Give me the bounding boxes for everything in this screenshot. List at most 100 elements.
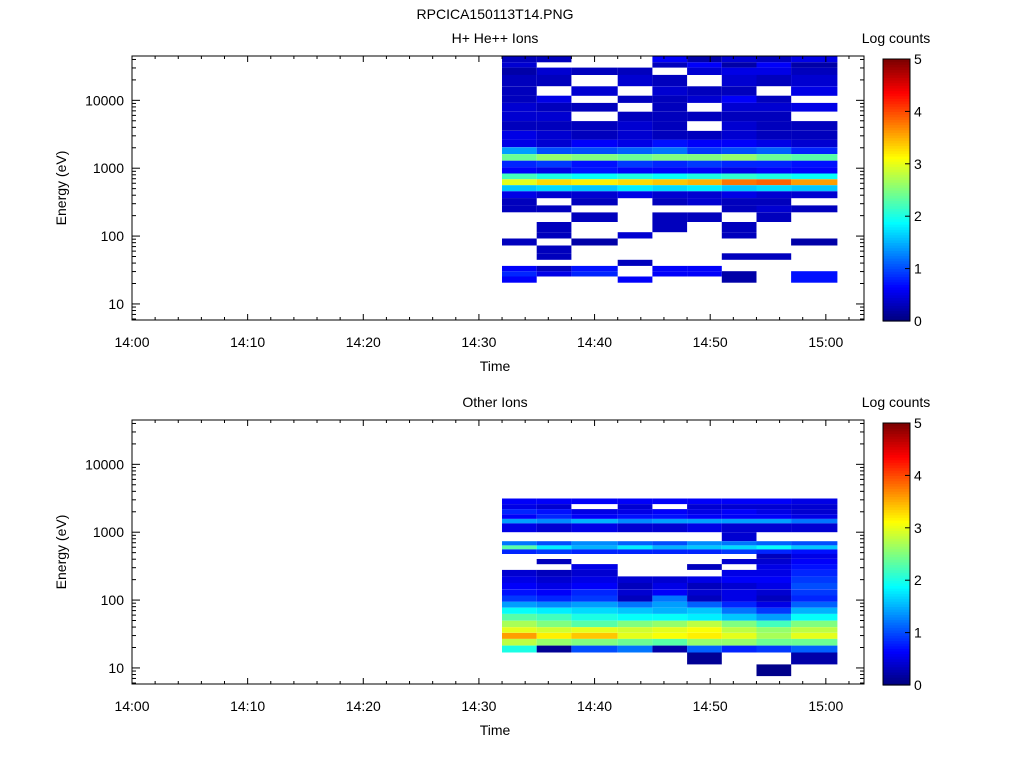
heatmap-cell (687, 613, 722, 621)
heatmap-cell (617, 276, 653, 283)
heatmap-cell (571, 645, 618, 653)
colorbar-swatch (883, 87, 910, 92)
heatmap-cell (502, 130, 537, 140)
colorbar-swatch (883, 313, 910, 317)
heatmap-cell (617, 541, 653, 546)
colorbar-tick-label: 2 (914, 208, 922, 224)
colorbar-swatch (883, 119, 910, 123)
colorbar-swatch (883, 163, 910, 168)
colorbar-swatch (883, 611, 910, 615)
colorbar-swatch (883, 69, 910, 73)
colorbar-swatch (883, 276, 910, 280)
colorbar-swatch (883, 451, 910, 456)
heatmap-cell (502, 504, 537, 510)
heatmap-cell (571, 576, 618, 583)
colorbar-swatch (883, 567, 910, 571)
colorbar-swatch (883, 294, 910, 299)
colorbar-swatch (883, 574, 910, 579)
heatmap-cell (502, 67, 537, 75)
heatmap-cell (652, 111, 688, 122)
heatmap-cell (687, 95, 722, 103)
heatmap-cell (536, 559, 572, 565)
heatmap-cell (617, 627, 653, 633)
heatmap-cell (571, 147, 618, 155)
colorbar-swatch (883, 580, 910, 584)
heatmap-cell (721, 139, 757, 148)
panel-other-ions: Other Ions 14:00 14:10 14:20 14:30 14:40 14:5… (53, 394, 930, 738)
heatmap-cell (571, 130, 618, 140)
heatmap-cell (571, 509, 618, 515)
colorbar-swatch (883, 430, 910, 435)
heatmap-cell (721, 56, 757, 63)
colorbar-swatch (883, 530, 910, 534)
heatmap-cell (687, 154, 722, 161)
heatmap-cell (502, 167, 537, 174)
heatmap-cell (721, 205, 757, 213)
heatmap-cell (652, 160, 688, 168)
colorbar-swatch (883, 506, 910, 511)
heatmap-cell (502, 173, 537, 180)
heatmap-cell (617, 549, 653, 554)
heatmap-cell (721, 102, 757, 112)
heatmap-cell (687, 509, 722, 515)
heatmap-cell (791, 569, 838, 577)
heatmap-cell (617, 160, 653, 168)
heatmap-cell (502, 102, 537, 112)
heatmap-cell (617, 111, 653, 122)
heatmap-cell (687, 645, 722, 653)
colorbar-swatch (883, 224, 910, 228)
heatmap-cell (617, 498, 653, 505)
heatmap-cell (721, 232, 757, 239)
heatmap-cell (652, 222, 688, 233)
heatmap-cell (756, 121, 792, 131)
heatmap-cell (652, 212, 688, 222)
heatmap-cell (536, 627, 572, 633)
heatmap-cell (617, 259, 653, 266)
colorbar-swatch (883, 103, 910, 107)
heatmap-cell (502, 541, 537, 546)
heatmap-cell (571, 613, 618, 621)
colorbar-swatch (883, 260, 910, 264)
heatmap-cell (652, 607, 688, 614)
x-axis-label: Time (480, 722, 511, 738)
heatmap-cell (687, 147, 722, 155)
colorbar-swatch (883, 525, 910, 529)
heatmap-cell (756, 111, 792, 122)
colorbar-swatch (883, 627, 910, 631)
colorbar-swatch (883, 561, 910, 566)
colorbar-swatch (883, 585, 910, 589)
colorbar-swatch (883, 493, 910, 497)
heatmap-cell (571, 212, 618, 222)
heatmap-cell (791, 62, 838, 68)
heatmap-cell (502, 147, 537, 155)
colorbar-swatch (883, 682, 910, 686)
colorbar-swatch (883, 114, 910, 118)
heatmap-cell (721, 222, 757, 233)
heatmap-cell (791, 121, 838, 131)
heatmap-cell (502, 595, 537, 602)
colorbar-swatch (883, 176, 910, 181)
colorbar-swatch (883, 305, 910, 309)
heatmap-cell (617, 232, 653, 239)
heatmap-cell (687, 582, 722, 590)
colorbar-swatch (883, 229, 910, 233)
heatmap-cell (502, 185, 537, 192)
colorbar-swatch (883, 614, 910, 618)
x-tick-label: 14:10 (230, 698, 265, 714)
colorbar-swatch (883, 629, 910, 634)
colorbar-swatch (883, 239, 910, 243)
colorbar-swatch (883, 310, 910, 314)
colorbar-swatch (883, 588, 910, 592)
colorbar-swatch (883, 569, 910, 573)
heatmap-cell (571, 523, 618, 533)
heatmap-cell (791, 553, 838, 559)
heatmap-cell (536, 139, 572, 148)
heatmap-cell (721, 541, 757, 546)
heatmap-cell (617, 589, 653, 596)
heatmap-cell (652, 121, 688, 131)
colorbar-swatch (883, 111, 910, 115)
colorbar-swatch (883, 145, 910, 149)
heatmap-cell (536, 541, 572, 546)
colorbar-swatch (883, 153, 910, 157)
heatmap-cell (617, 601, 653, 608)
